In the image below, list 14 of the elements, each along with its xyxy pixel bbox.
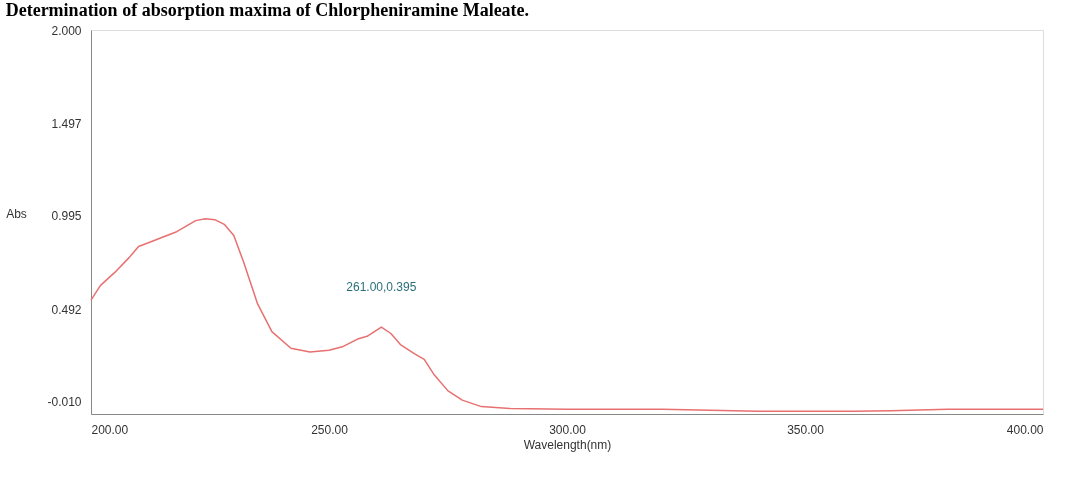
y-tick-label: 2.000 — [51, 23, 82, 38]
y-tick-label: 0.492 — [51, 302, 82, 317]
x-tick-label: 250.00 — [311, 422, 349, 437]
annotation: 261.00,0.395 — [346, 280, 417, 295]
x-axis-title: Wavelength(nm) — [523, 437, 612, 452]
x-tick-label: 200.00 — [91, 422, 129, 437]
y-tick-label: 1.497 — [51, 116, 82, 131]
x-tick-label: 400.00 — [1006, 422, 1044, 437]
y-axis-title: Abs — [6, 206, 27, 221]
chart-title: Determination of absorption maxima of Chlorpheniramine Maleate. — [5, 0, 530, 20]
x-tick-label: 350.00 — [787, 422, 825, 437]
x-tick-label: 300.00 — [549, 422, 587, 437]
y-tick-label: 0.995 — [51, 209, 82, 224]
y-tick-label: -0.010 — [47, 395, 82, 410]
